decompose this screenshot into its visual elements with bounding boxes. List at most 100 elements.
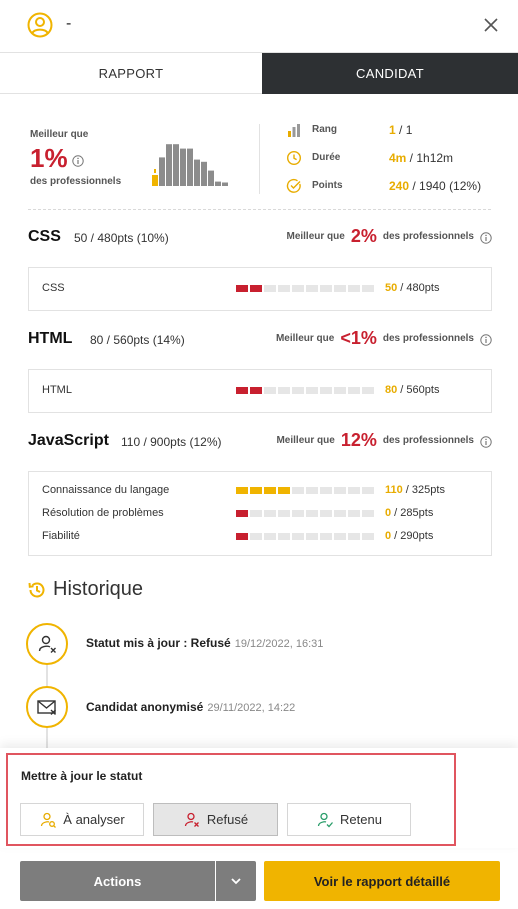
histogram-bar (201, 161, 207, 186)
subskill-label: Résolution de problèmes (42, 507, 164, 519)
progress-segment (278, 285, 290, 292)
histogram-bar (194, 159, 200, 186)
tab-candidat[interactable]: CANDIDAT (262, 53, 518, 94)
progress-segment (264, 487, 276, 494)
skill-breakdown-box (28, 267, 492, 311)
status-panel-title: Mettre à jour le statut (21, 769, 143, 783)
subskill-score-value: 80 (385, 384, 398, 396)
subskill-label: HTML (42, 384, 72, 396)
subskill-score-value: 50 (385, 282, 398, 294)
close-button[interactable] (478, 12, 504, 38)
histogram-bar (215, 181, 221, 186)
info-icon[interactable] (480, 333, 492, 346)
timeline-event-date: 19/12/2022, 16:31 (234, 638, 324, 650)
history-icon (27, 580, 47, 600)
progress-segment (348, 533, 360, 540)
history-title: Historique (53, 578, 144, 600)
progress-segment (264, 285, 276, 292)
stat-label: Rang (312, 124, 337, 135)
skill-professionals: des professionnels (382, 435, 474, 446)
progress-segment (292, 533, 304, 540)
progress-segment (236, 285, 248, 292)
progress-segment (348, 285, 360, 292)
stat-value-rest: / 1h12m (406, 151, 454, 165)
timeline-event-text: Statut mis à jour : Refusé (86, 636, 231, 650)
skill-percent: 2% (350, 226, 377, 246)
subskill-score-total: / 285pts (391, 507, 434, 519)
histogram-bar (152, 175, 158, 186)
progress-segment (334, 285, 346, 292)
timeline-event-date: 29/11/2022, 14:22 (207, 702, 296, 714)
progress-segment (278, 387, 290, 394)
subskill-score-total: / 290pts (391, 530, 434, 542)
progress-segment (348, 487, 360, 494)
actions-button[interactable]: Actions (20, 861, 215, 901)
stat-value: 240 / 1940 (12%) (389, 179, 481, 193)
skill-score: 80 / 560pts (14%) (90, 333, 185, 347)
subskill-score-total: / 560pts (397, 384, 440, 396)
status-to-analyze-button[interactable]: À analyser (20, 803, 144, 836)
progress-segment (278, 487, 290, 494)
user-search-icon (41, 812, 57, 828)
progress-segment (250, 387, 262, 394)
overall-percentile: 1% (30, 143, 68, 173)
actions-dropdown-button[interactable] (216, 861, 256, 901)
candidate-name: - (66, 15, 72, 32)
status-retained-button[interactable]: Retenu (287, 803, 411, 836)
histogram-bar (166, 144, 172, 186)
progress-segment (236, 387, 248, 394)
skill-name: CSS (28, 228, 61, 245)
progress-segment (250, 285, 262, 292)
subskill-score: 50 / 480pts (385, 282, 439, 294)
subskill-progress-bar (236, 510, 374, 517)
subskill-label: CSS (42, 282, 65, 294)
user-check-icon (317, 812, 334, 827)
histogram-bar (208, 170, 214, 186)
subskill-score: 110 / 325pts (385, 484, 445, 496)
subskill-progress-bar (236, 487, 374, 494)
progress-segment (334, 487, 346, 494)
progress-segment (320, 285, 332, 292)
subskill-label: Fiabilité (42, 530, 80, 542)
stat-label: Points (312, 180, 343, 191)
info-icon[interactable] (480, 231, 492, 244)
info-icon[interactable] (72, 154, 84, 167)
timeline-status-refused-icon (26, 623, 68, 665)
progress-segment (320, 487, 332, 494)
subskill-score-total: / 480pts (397, 282, 440, 294)
skill-better-than: Meilleur que (286, 231, 345, 242)
subskill-progress-bar (236, 285, 374, 292)
timeline-event: Statut mis à jour : Refusé 19/12/2022, 16… (86, 636, 323, 650)
status-refused-button[interactable]: Refusé (153, 803, 278, 836)
histogram-bar (180, 148, 186, 186)
tab-rapport[interactable]: RAPPORT (0, 53, 262, 94)
skill-score: 50 / 480pts (10%) (74, 231, 169, 245)
progress-segment (362, 285, 374, 292)
progress-segment (320, 510, 332, 517)
skill-breakdown-box (28, 471, 492, 556)
view-detailed-report-button[interactable]: Voir le rapport détaillé (264, 861, 500, 901)
skill-percentile: Meilleur que 12% des professionnels (276, 430, 492, 451)
summary-divider (259, 124, 260, 194)
histogram-bar (159, 157, 165, 186)
histogram-bar (187, 148, 193, 186)
progress-segment (250, 487, 262, 494)
stat-value: 1 / 1 (389, 123, 412, 137)
subskill-progress-bar (236, 387, 374, 394)
progress-segment (292, 285, 304, 292)
progress-segment (334, 387, 346, 394)
histogram-bar (173, 144, 179, 186)
progress-segment (362, 487, 374, 494)
subskill-progress-bar (236, 533, 374, 540)
skill-better-than: Meilleur que (275, 333, 335, 344)
progress-segment (362, 533, 374, 540)
info-icon[interactable] (480, 435, 492, 448)
progress-segment (306, 487, 318, 494)
summary-separator (28, 209, 491, 210)
bar-chart-icon (286, 122, 302, 138)
progress-segment (236, 510, 248, 517)
progress-segment (236, 533, 248, 540)
professionals-label: des professionnels (30, 176, 122, 187)
progress-segment (264, 533, 276, 540)
stat-value-main: 4m (389, 151, 407, 165)
